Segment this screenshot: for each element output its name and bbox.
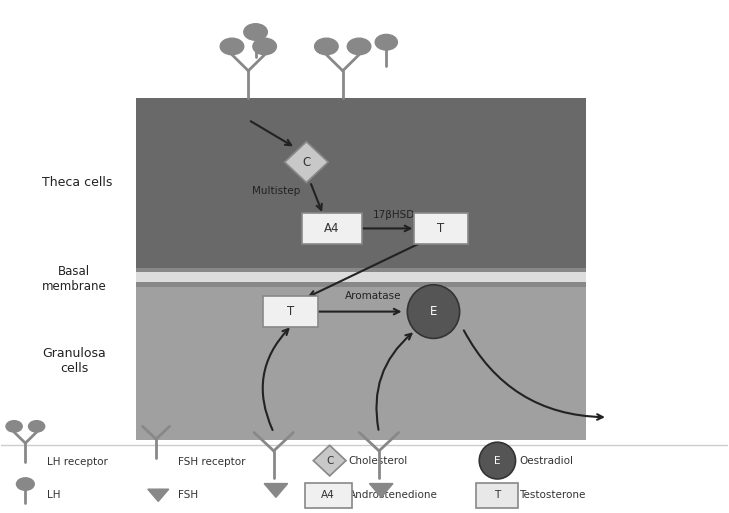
Polygon shape [313,445,346,476]
Text: Granulosa
cells: Granulosa cells [42,347,106,375]
FancyBboxPatch shape [263,297,318,327]
Text: Basal
membrane: Basal membrane [42,265,106,293]
Text: LH receptor: LH receptor [47,457,108,467]
Text: 17βHSD: 17βHSD [373,210,415,220]
Text: Testosterone: Testosterone [519,490,585,500]
Circle shape [28,421,44,432]
Polygon shape [284,142,328,183]
FancyBboxPatch shape [302,213,362,244]
Bar [136,268,586,287]
Text: T: T [286,305,294,318]
Text: E: E [494,456,501,466]
Circle shape [220,38,243,55]
Circle shape [17,478,34,490]
FancyBboxPatch shape [305,483,352,508]
Polygon shape [370,484,393,497]
Ellipse shape [408,285,460,339]
Circle shape [243,24,268,40]
Ellipse shape [479,442,515,479]
Polygon shape [264,484,288,497]
Text: LH: LH [47,490,61,500]
Text: FSH receptor: FSH receptor [178,457,246,467]
Bar [136,272,586,282]
Polygon shape [148,489,168,501]
Text: Aromatase: Aromatase [345,291,402,301]
Text: E: E [430,305,437,318]
FancyBboxPatch shape [476,483,518,508]
Text: C: C [303,155,311,169]
Circle shape [6,421,22,432]
Text: C: C [326,456,333,466]
Text: Cholesterol: Cholesterol [348,456,408,466]
Text: Androstenedione: Androstenedione [348,490,437,500]
Text: FSH: FSH [178,490,198,500]
Text: T: T [494,490,501,500]
Circle shape [347,38,371,55]
Bar [136,285,586,440]
Text: Theca cells: Theca cells [42,176,113,189]
Circle shape [253,38,276,55]
Text: Oestradiol: Oestradiol [519,456,573,466]
Text: Multistep: Multistep [252,186,300,196]
Circle shape [315,38,338,55]
FancyBboxPatch shape [413,213,468,244]
Text: T: T [437,222,445,235]
Text: A4: A4 [324,222,340,235]
Circle shape [375,34,397,50]
Text: A4: A4 [321,490,335,500]
Bar [136,98,586,272]
